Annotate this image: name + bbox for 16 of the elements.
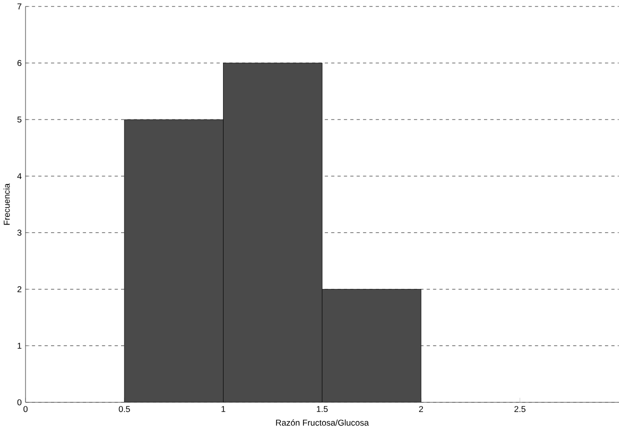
y-tick-label: 0 bbox=[17, 399, 22, 406]
y-tick-label: 3 bbox=[17, 230, 22, 236]
y-tick-label: 4 bbox=[17, 173, 22, 179]
x-tick-label: 2.5 bbox=[514, 406, 526, 412]
y-tick-label: 6 bbox=[17, 60, 22, 66]
x-tick-label: 0 bbox=[24, 406, 28, 412]
x-tick-label: 2 bbox=[419, 406, 423, 412]
y-tick-label: 1 bbox=[18, 342, 22, 349]
x-axis-title: Razón Fructosa/Glucosa bbox=[276, 419, 369, 426]
y-axis-title: Frecuencia bbox=[4, 183, 10, 225]
y-tick-label: 5 bbox=[17, 116, 22, 122]
x-tick-label: 1 bbox=[222, 406, 226, 412]
y-tick-label: 2 bbox=[17, 286, 22, 292]
x-tick-label: 1.5 bbox=[316, 406, 328, 412]
x-tick-label: 0.5 bbox=[118, 406, 130, 412]
y-tick-label: 7 bbox=[17, 3, 22, 10]
